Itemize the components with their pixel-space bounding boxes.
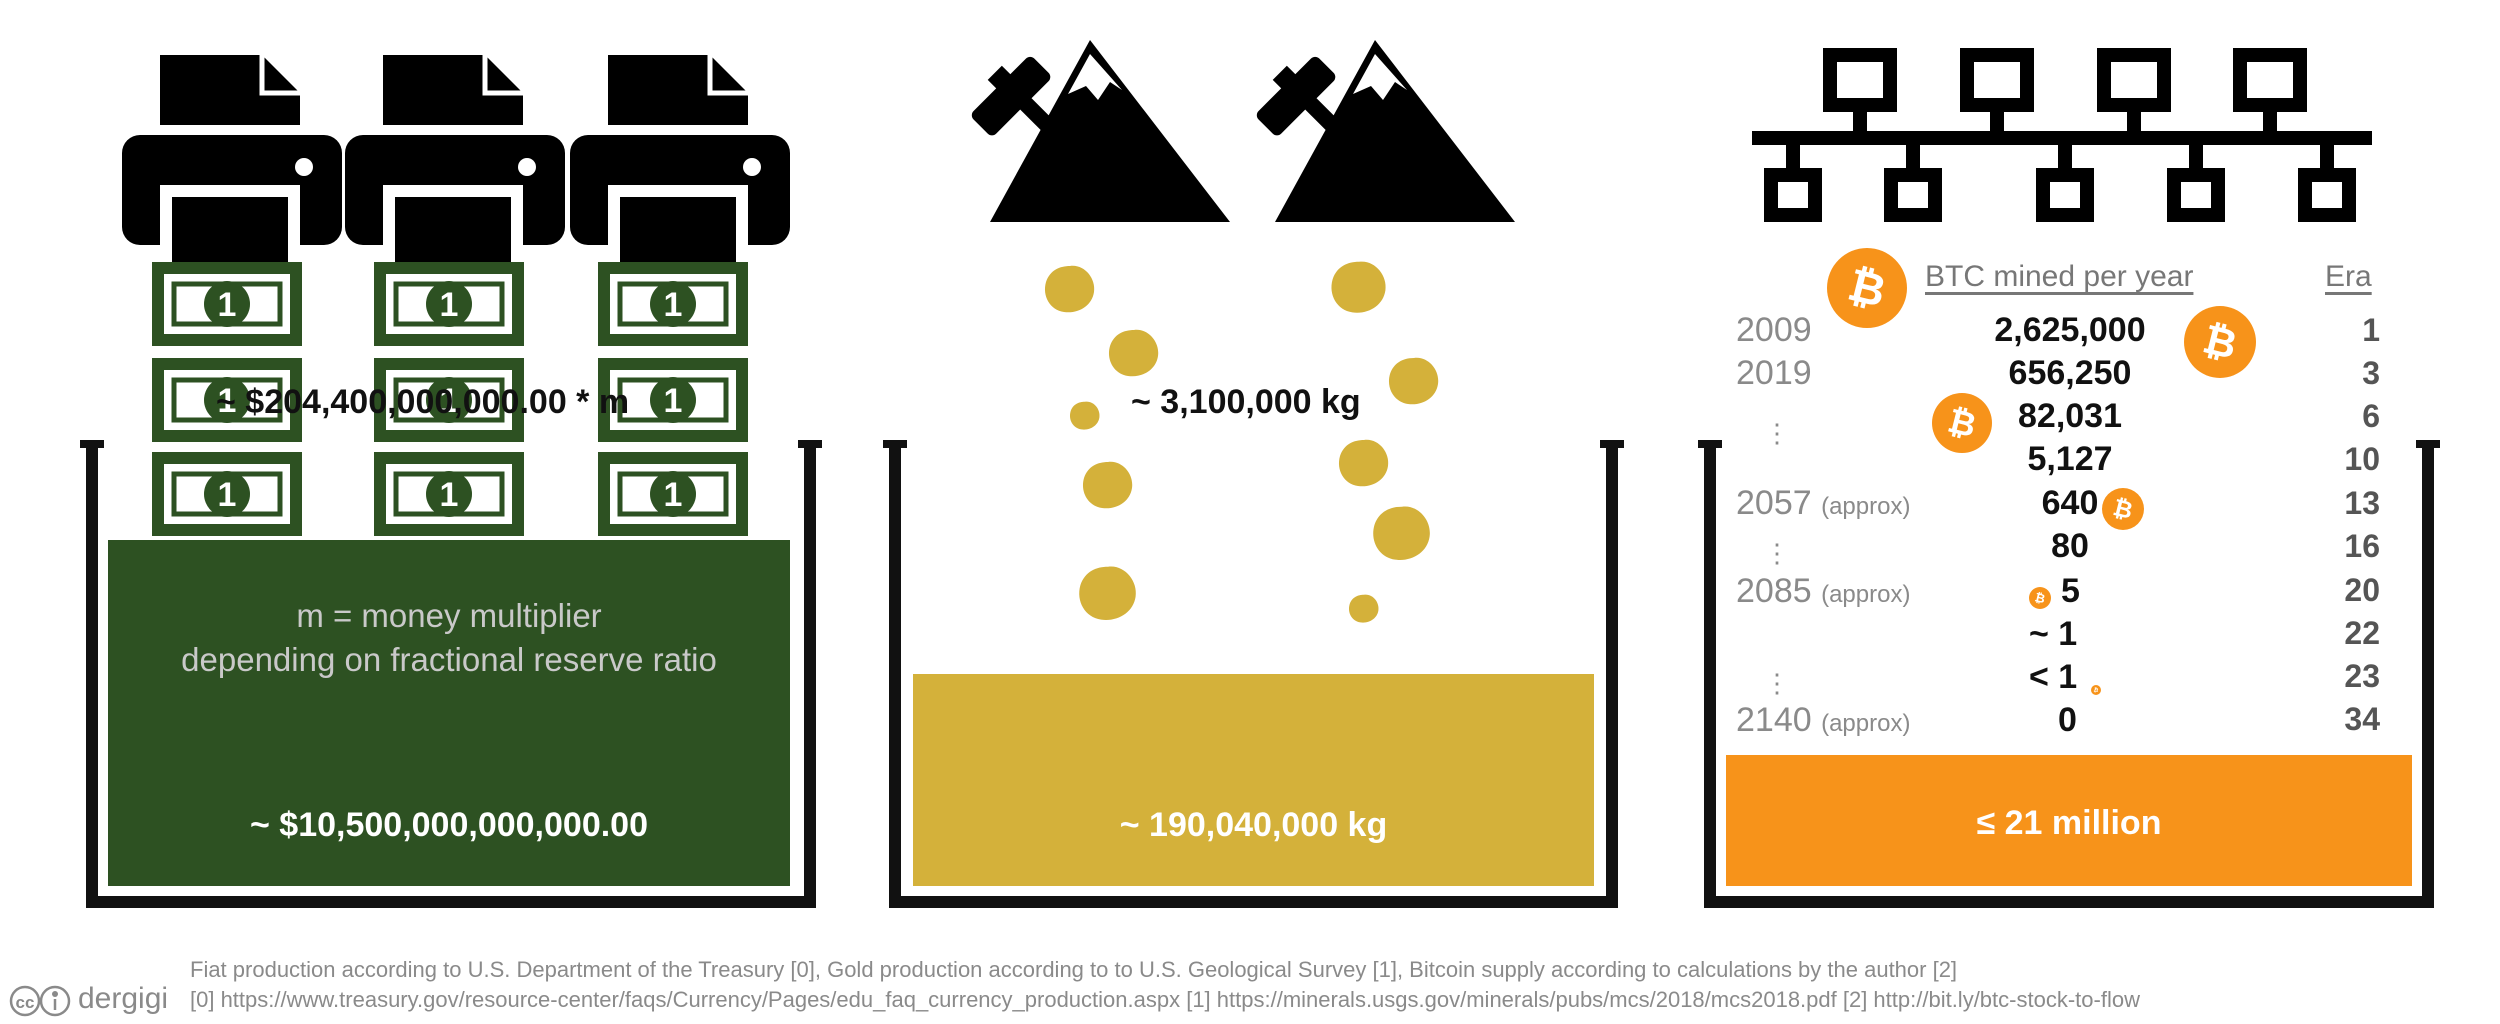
amount-cell: 80 [2051, 527, 2089, 565]
gold-nugget-icon [1079, 566, 1136, 620]
ellipsis-vertical: ⋮ [1764, 418, 1790, 448]
gold-nugget-icon [1331, 261, 1386, 313]
btc-fill [1726, 755, 2412, 886]
year-cell: 2057 (approx) [1736, 484, 1911, 522]
year-cell: 2085 (approx) [1736, 572, 1911, 610]
year-cell: 2009 [1736, 311, 1812, 349]
year-cell: 2019 [1736, 354, 1812, 392]
btc-container [1704, 442, 2434, 908]
amount-cell: 640 [2041, 484, 2099, 522]
btc-column [1698, 48, 2440, 908]
era-cell: 1 [2362, 312, 2380, 348]
gold-column [883, 40, 1624, 908]
btc-column-header: BTC mined per year [1925, 260, 2194, 293]
year-cell: 2140 (approx) [1736, 701, 1911, 739]
amount-cell: 5,127 [2027, 440, 2113, 478]
fiat-note-line2: depending on fractional reserve ratio [181, 641, 717, 678]
footer-sources: Fiat production according to U.S. Depart… [190, 957, 1958, 982]
gold-nugget-icon [1082, 461, 1133, 509]
amount-cell: < 1 [2029, 658, 2078, 696]
footer-links: [0] https://www.treasury.gov/resource-ce… [190, 987, 2140, 1012]
dollar-bill-icon [374, 452, 524, 536]
gold-nugget-icon [1069, 401, 1100, 430]
fiat-annual-production: ~ $204,400,000,000.00 * m [216, 383, 630, 421]
gold-annual-production: ~ 3,100,000 kg [1131, 383, 1361, 421]
fiat-total: ~ $10,500,000,000,000.00 [250, 806, 648, 844]
amount-cell: 656,250 [2008, 354, 2132, 392]
gold-nugget-icon [1338, 439, 1389, 487]
printer-icon [122, 55, 342, 285]
dollar-bill-icon [152, 262, 302, 346]
bitcoin-icon [1827, 248, 1907, 328]
amount-cell: 82,031 [2018, 397, 2122, 435]
dollar-bill-icon [598, 262, 748, 346]
gold-total: ~ 190,040,000 kg [1119, 806, 1388, 844]
gold-nugget-icon [1373, 506, 1430, 560]
era-cell: 20 [2344, 572, 2380, 608]
mining-icon [960, 40, 1230, 222]
era-cell: 10 [2344, 441, 2380, 477]
bitcoin-icon [2091, 685, 2101, 695]
network-icon [1752, 48, 2372, 222]
ellipsis-vertical: ⋮ [1764, 538, 1790, 568]
fiat-note-line1: m = money multiplier [296, 597, 602, 634]
brand-name: dergigi [78, 982, 169, 1015]
fiat-note: m = money multiplier depending on fracti… [108, 594, 790, 682]
era-cell: 3 [2362, 355, 2380, 391]
printer-icon [570, 55, 790, 285]
bitcoin-icon [2029, 587, 2051, 609]
era-cell: 23 [2344, 658, 2380, 694]
btc-total: ≤ 21 million [1976, 804, 2162, 842]
era-cell: 16 [2344, 528, 2380, 564]
ellipsis-vertical: ⋮ [1764, 668, 1790, 698]
gold-nugget-icon [1108, 329, 1159, 377]
fiat-fill [108, 540, 790, 886]
amount-cell: 5 [2061, 572, 2080, 610]
gold-nugget-icon [1348, 594, 1379, 623]
printer-icon [345, 55, 565, 285]
fiat-column [80, 55, 822, 908]
mining-icon [1245, 40, 1515, 222]
era-cell: 34 [2344, 701, 2380, 737]
dollar-bill-icon [152, 452, 302, 536]
fiat-container [86, 442, 816, 908]
era-cell: 22 [2344, 615, 2380, 651]
era-cell: 6 [2362, 398, 2380, 434]
amount-cell: 2,625,000 [1994, 311, 2146, 349]
era-column-header: Era [2325, 260, 2372, 293]
dollar-bill-icon [374, 262, 524, 346]
svg-text:cc: cc [16, 993, 35, 1012]
amount-cell: 0 [2058, 701, 2077, 739]
cc-by-license-icon [9, 985, 71, 1017]
amount-cell: ~ 1 [2029, 615, 2078, 653]
era-cell: 13 [2344, 485, 2380, 521]
dollar-bill-icon [598, 452, 748, 536]
gold-container [889, 442, 1618, 908]
gold-nugget-icon [1388, 357, 1439, 405]
gold-nugget-icon [1044, 265, 1095, 313]
gold-fill [913, 674, 1594, 886]
